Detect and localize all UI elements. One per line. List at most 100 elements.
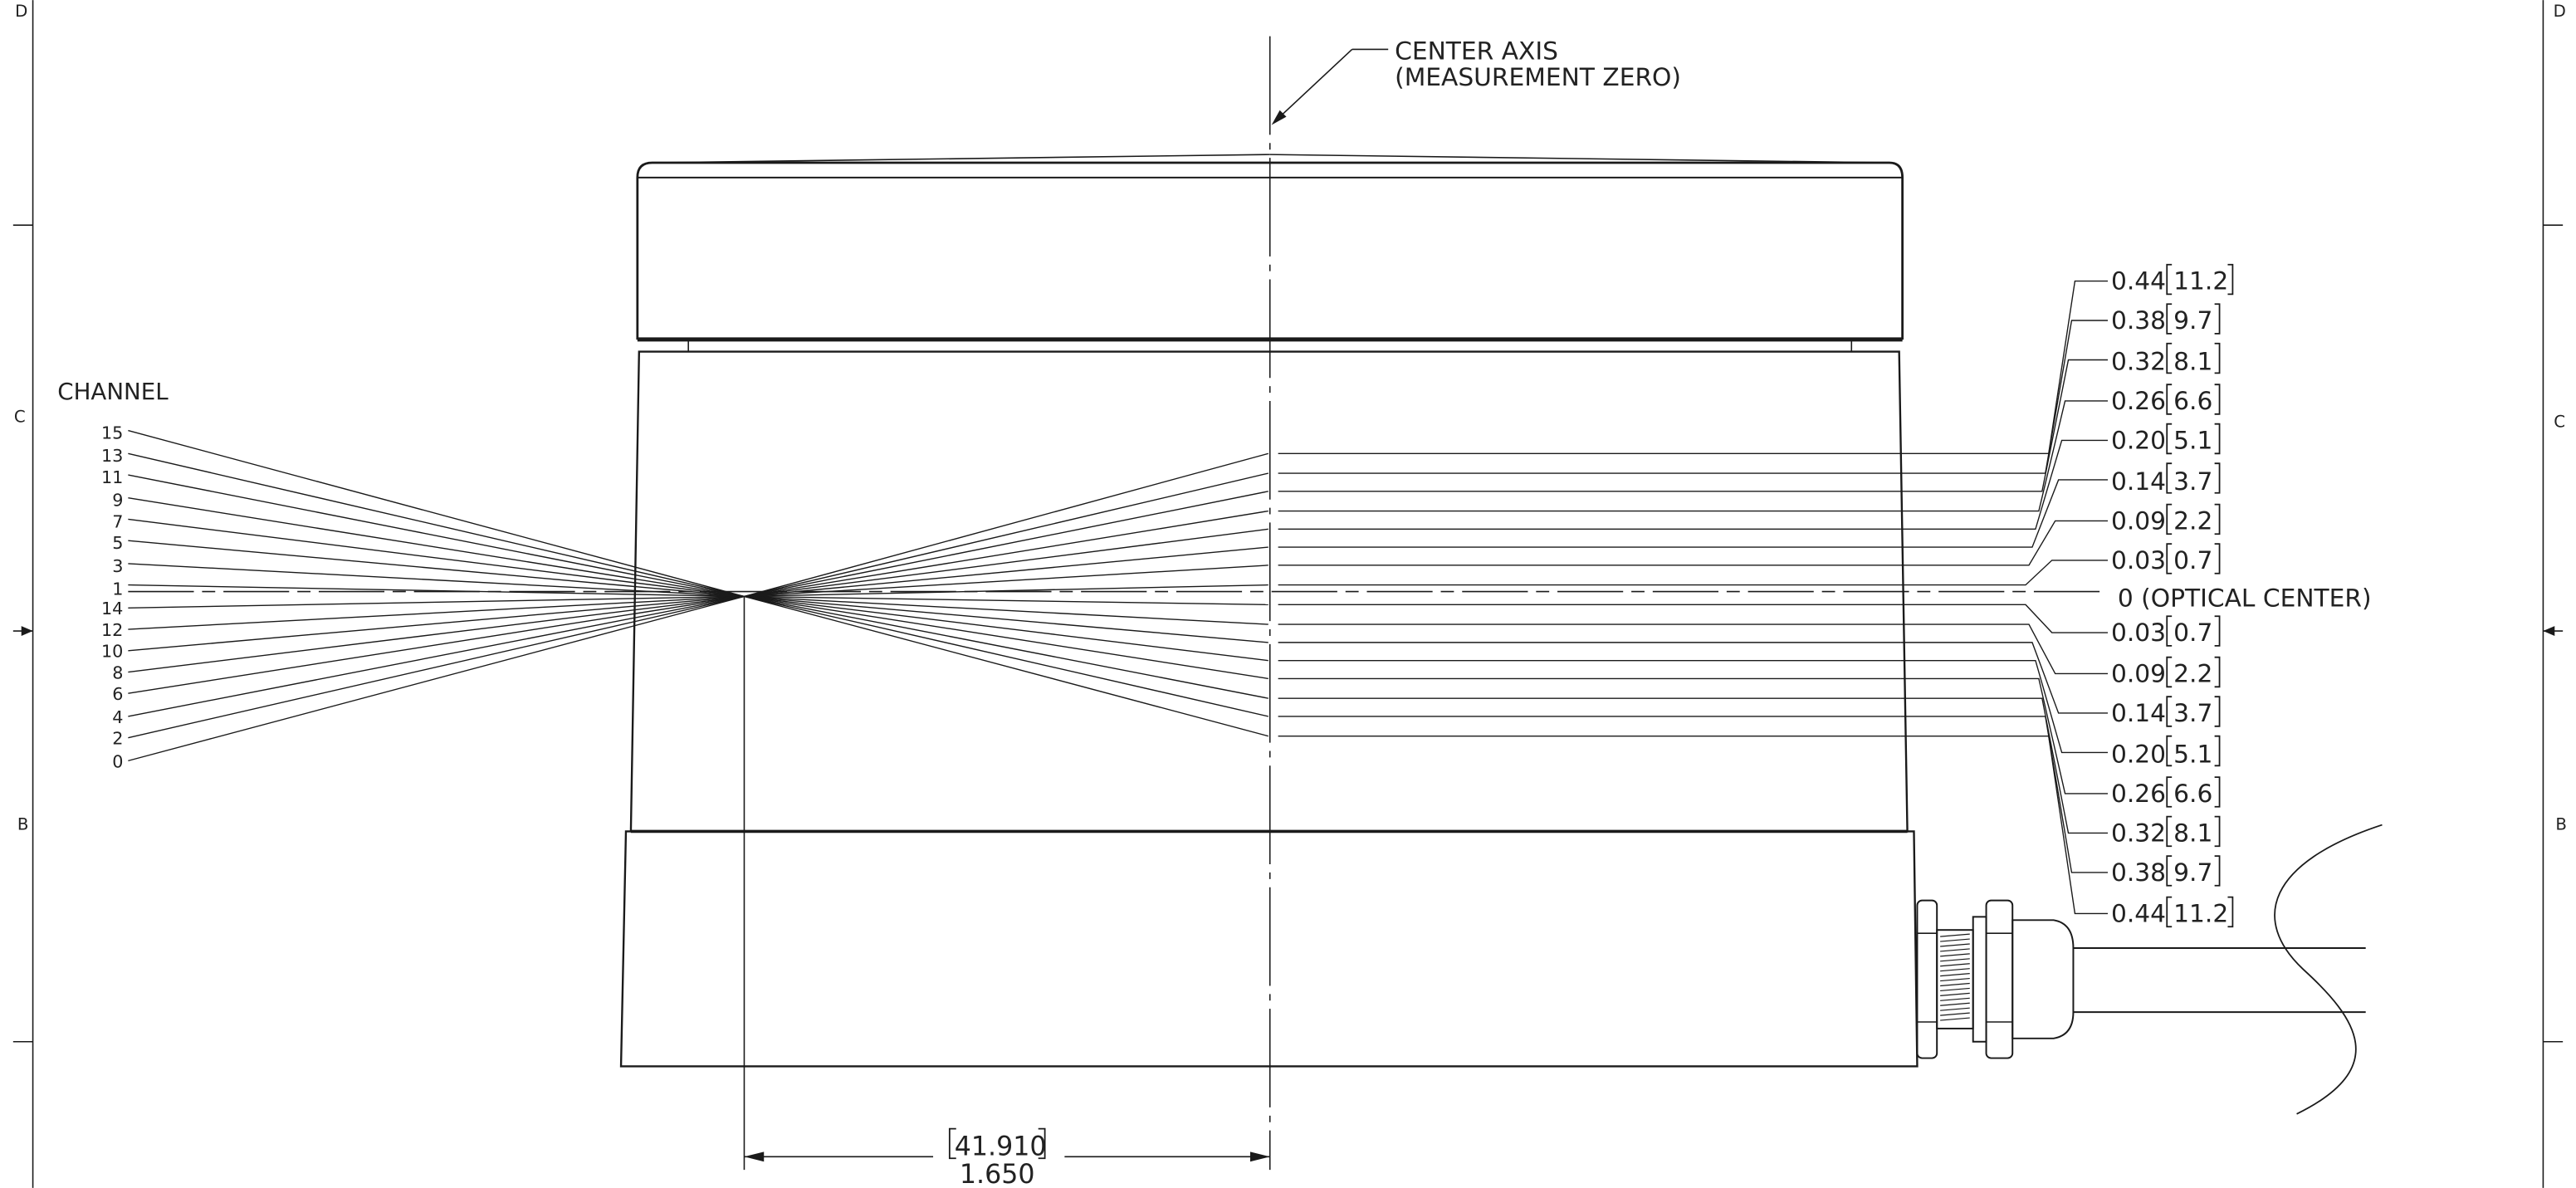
channel-number: 4 <box>112 707 123 727</box>
offset-leader-line <box>1901 521 2108 565</box>
thread-line <box>1940 964 1970 966</box>
channel-number: 9 <box>112 491 123 511</box>
thread-line <box>1940 954 1970 956</box>
offset-mm-value: 6.6 <box>2173 386 2212 415</box>
bottom-dimension: 41.910 1.650 <box>744 596 1269 1188</box>
offset-inch-value: 0.26 <box>2111 386 2166 415</box>
bracket-open <box>2167 736 2172 766</box>
channel-beam-line <box>128 596 744 737</box>
bracket-close <box>2215 777 2220 807</box>
offset-mm-value: 11.2 <box>2173 266 2228 295</box>
dimension-inch-value: 1.650 <box>960 1160 1035 1188</box>
thread-line <box>1940 1018 1970 1020</box>
bracket-close <box>2215 463 2220 493</box>
offset-leader-line <box>1901 698 2108 833</box>
channel-number: 1 <box>112 579 123 599</box>
offset-mm-value: 2.2 <box>2173 658 2212 687</box>
offset-mm-value: 8.1 <box>2173 818 2212 847</box>
channel-number: 0 <box>112 751 123 771</box>
thread-line <box>1940 1003 1970 1005</box>
bracket-open <box>2167 304 2172 334</box>
offset-mm-value: 8.1 <box>2173 346 2212 375</box>
channel-number: 8 <box>112 662 123 682</box>
exit-beam-line <box>744 596 1268 660</box>
thread-line <box>1940 949 1970 951</box>
channel-beam-line <box>128 453 744 596</box>
offset-inch-value: 0.38 <box>2111 858 2166 887</box>
thread-line <box>1940 993 1970 995</box>
bracket-close <box>2215 424 2220 454</box>
bracket-open <box>2167 463 2172 493</box>
exit-beam-line <box>744 596 1268 698</box>
offset-mm-value: 6.6 <box>2173 779 2212 808</box>
exit-beam-line <box>744 547 1268 596</box>
channel-beam-line <box>128 596 744 608</box>
right-beam-fan <box>744 453 1900 736</box>
channel-beam-line <box>128 431 744 597</box>
bracket-close <box>2215 697 2220 726</box>
channel-number: 3 <box>112 556 123 576</box>
offset-mm-value: 3.7 <box>2173 467 2212 496</box>
offset-callouts: 0.44 11.2 0.38 9.7 0.32 8.1 0.26 6.6 0.2… <box>1901 265 2372 928</box>
offset-mm-value: 11.2 <box>2173 898 2228 927</box>
offset-inch-value: 0.20 <box>2111 739 2166 768</box>
offset-inch-value: 0.03 <box>2111 618 2166 647</box>
exit-beam-line <box>744 596 1268 716</box>
bracket-close <box>2215 817 2220 847</box>
bracket-close <box>2227 897 2232 927</box>
thread-line <box>1940 974 1970 976</box>
optical-center-label: 0 (OPTICAL CENTER) <box>2118 583 2372 612</box>
channel-title: CHANNEL <box>57 378 169 405</box>
thread-line <box>1940 1008 1970 1010</box>
zone-letter-right: B <box>2555 814 2567 834</box>
channel-number: 10 <box>101 642 123 662</box>
offset-inch-value: 0.03 <box>2111 545 2166 574</box>
left-beam-fan <box>128 431 744 761</box>
exit-beam-line <box>744 511 1268 597</box>
thread-line <box>1940 979 1970 981</box>
bracket-open <box>2167 856 2172 886</box>
offset-inch-value: 0.09 <box>2111 506 2166 535</box>
offset-inch-value: 0.26 <box>2111 779 2166 808</box>
bracket-open <box>2167 817 2172 847</box>
center-axis: CENTER AXIS (MEASUREMENT ZERO) <box>1270 36 1681 1170</box>
channel-beam-line <box>128 585 744 597</box>
offset-inch-value: 0.32 <box>2111 346 2166 375</box>
offset-leader-line <box>1901 320 2108 473</box>
bracket-open <box>2167 897 2172 927</box>
offset-mm-value: 5.1 <box>2173 739 2212 768</box>
bracket-open <box>2167 384 2172 414</box>
bracket-close <box>2215 304 2220 334</box>
bracket-open <box>2167 265 2172 295</box>
offset-inch-value: 0.38 <box>2111 306 2166 335</box>
zone-letter-right: D <box>2554 2 2566 21</box>
channel-beam-line <box>128 596 744 650</box>
offset-inch-value: 0.32 <box>2111 818 2166 847</box>
channel-number: 14 <box>101 599 123 618</box>
channel-beam-line <box>128 596 744 672</box>
bracket-open <box>2167 777 2172 807</box>
bracket-close <box>2215 544 2220 574</box>
offset-mm-value: 5.1 <box>2173 425 2212 454</box>
bracket-open <box>2167 697 2172 726</box>
channel-beam-line <box>128 475 744 596</box>
channel-number: 2 <box>112 729 123 749</box>
thread-line <box>1940 939 1970 941</box>
channel-number: 13 <box>101 446 123 466</box>
offset-leader-line <box>1901 604 2108 633</box>
bracket-open <box>2167 658 2172 687</box>
offset-inch-value: 0.14 <box>2111 698 2166 727</box>
bracket-close <box>2215 658 2220 687</box>
bracket-open <box>2167 505 2172 535</box>
channel-beam-line <box>128 596 744 629</box>
offset-mm-value: 3.7 <box>2173 698 2212 727</box>
bracket-open <box>2167 344 2172 374</box>
offset-mm-value: 2.2 <box>2173 506 2212 535</box>
offset-leader-line <box>1901 281 2108 454</box>
dimension-mm-value: 41.910 <box>955 1132 1047 1161</box>
bracket-open <box>2167 616 2172 646</box>
offset-leader-line <box>1901 716 2108 873</box>
thread-line <box>1940 969 1970 971</box>
channel-beam-line <box>128 596 744 716</box>
